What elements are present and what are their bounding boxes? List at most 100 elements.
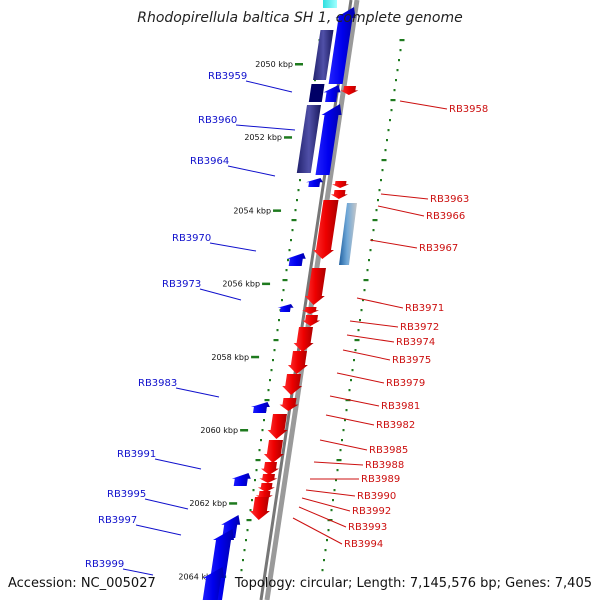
gene-label[interactable]: RB3993 (348, 522, 387, 533)
gene-block (302, 315, 321, 326)
gene-label[interactable]: RB3973 (162, 279, 201, 290)
tick-dot (398, 59, 400, 62)
gene-label[interactable]: RB3994 (344, 539, 383, 550)
leader-line (122, 568, 154, 576)
tick-dot (330, 509, 333, 512)
tick-dot (390, 109, 393, 112)
leader-line (199, 288, 242, 301)
tick-dot (353, 359, 355, 362)
gene-label[interactable]: RB3985 (369, 445, 408, 456)
gene-block (231, 473, 251, 486)
gene-label[interactable]: RB3972 (400, 322, 439, 333)
scale-label: 2058 kbp (211, 353, 249, 362)
gene-label[interactable]: RB3975 (392, 355, 431, 366)
tick-dot (396, 69, 399, 72)
gene-label[interactable]: RB3970 (172, 233, 211, 244)
tick-dot (291, 219, 297, 222)
gene-label[interactable]: RB3991 (117, 449, 156, 460)
tick-dot (243, 549, 246, 552)
gene-label[interactable]: RB3959 (208, 71, 247, 82)
gene-block (249, 497, 270, 520)
gene-label[interactable]: RB3979 (386, 378, 425, 389)
topology-label: Topology: circular; Length: 7,145,576 bp… (234, 576, 592, 591)
tick-dot (339, 449, 342, 452)
tick-dot (321, 569, 324, 572)
gene-block (257, 483, 275, 492)
tick-dot (242, 559, 244, 562)
gene-label[interactable]: RB3974 (396, 337, 435, 348)
tick-dot (255, 469, 258, 472)
tick-dot (369, 249, 372, 252)
tick-dot (263, 419, 265, 422)
leader-line (325, 414, 375, 426)
tick-dot (282, 279, 288, 282)
scale-mark: 2052 kbp (244, 133, 293, 142)
gene-block (339, 203, 357, 265)
gene-block (328, 7, 356, 84)
tick-dot (291, 229, 294, 232)
gene-label[interactable]: RB3983 (138, 378, 177, 389)
tick-dot (384, 149, 387, 152)
leader-line (298, 506, 347, 528)
gene-label[interactable]: RB3960 (198, 115, 237, 126)
tick-dot (399, 39, 405, 42)
leader-line (329, 395, 380, 407)
tick-dot (287, 259, 289, 262)
tick-dot (377, 199, 379, 202)
tick-dot (261, 429, 264, 432)
gene-label[interactable]: RB3988 (365, 460, 404, 471)
tick-dot (381, 159, 387, 162)
tick-dot (395, 79, 397, 82)
scale-tick (284, 136, 293, 139)
leader-line (342, 349, 391, 361)
gene-block (304, 268, 326, 305)
gene-label[interactable]: RB3990 (357, 491, 396, 502)
gene-label[interactable]: RB3995 (107, 489, 146, 500)
leader-line (135, 524, 182, 536)
gene-block (267, 414, 288, 439)
genes-layer (202, 0, 359, 600)
tick-dot (269, 379, 271, 382)
gene-block (202, 567, 224, 600)
gene-label[interactable]: RB3964 (190, 156, 229, 167)
gene-label[interactable]: RB3992 (352, 506, 391, 517)
tick-dot (380, 179, 382, 182)
tick-dot (350, 379, 352, 382)
tick-dot (393, 89, 396, 92)
tick-dot (273, 349, 276, 352)
tick-dot (323, 559, 325, 562)
scale-label: 2064 kbp (178, 572, 216, 581)
gene-label[interactable]: RB3989 (361, 474, 400, 485)
gene-label[interactable]: RB3982 (376, 420, 415, 431)
tick-dot (281, 299, 283, 302)
scale-tick (295, 63, 303, 66)
gene-block (261, 462, 280, 475)
gene-label[interactable]: RB3999 (85, 559, 124, 570)
scale-label: 2060 kbp (200, 426, 238, 435)
tick-dot (260, 439, 262, 442)
gene-label[interactable]: RB3971 (405, 303, 444, 314)
tick-dot (362, 299, 364, 302)
leader-line (349, 320, 399, 328)
gene-label[interactable]: RB3997 (98, 515, 137, 526)
tick-dot (246, 529, 249, 532)
tick-dot (285, 269, 288, 272)
tick-dot (366, 269, 369, 272)
tick-dot (246, 519, 252, 522)
tick-dot (336, 459, 342, 462)
leader-line (380, 193, 429, 200)
forward-strand-genes (202, 0, 356, 600)
leader-line (175, 387, 220, 398)
gene-label[interactable]: RB3966 (426, 211, 465, 222)
gene-label[interactable]: RB3981 (381, 401, 420, 412)
tick-dot (399, 49, 402, 52)
tick-dot (335, 479, 337, 482)
tick-dot (372, 219, 378, 222)
gene-label[interactable]: RB3958 (449, 104, 488, 115)
gene-label[interactable]: RB3963 (430, 194, 469, 205)
leader-line (301, 497, 351, 512)
tick-dot (363, 289, 366, 292)
gene-label[interactable]: RB3967 (419, 243, 458, 254)
tick-dot (326, 539, 328, 542)
tick-dot (273, 339, 279, 342)
